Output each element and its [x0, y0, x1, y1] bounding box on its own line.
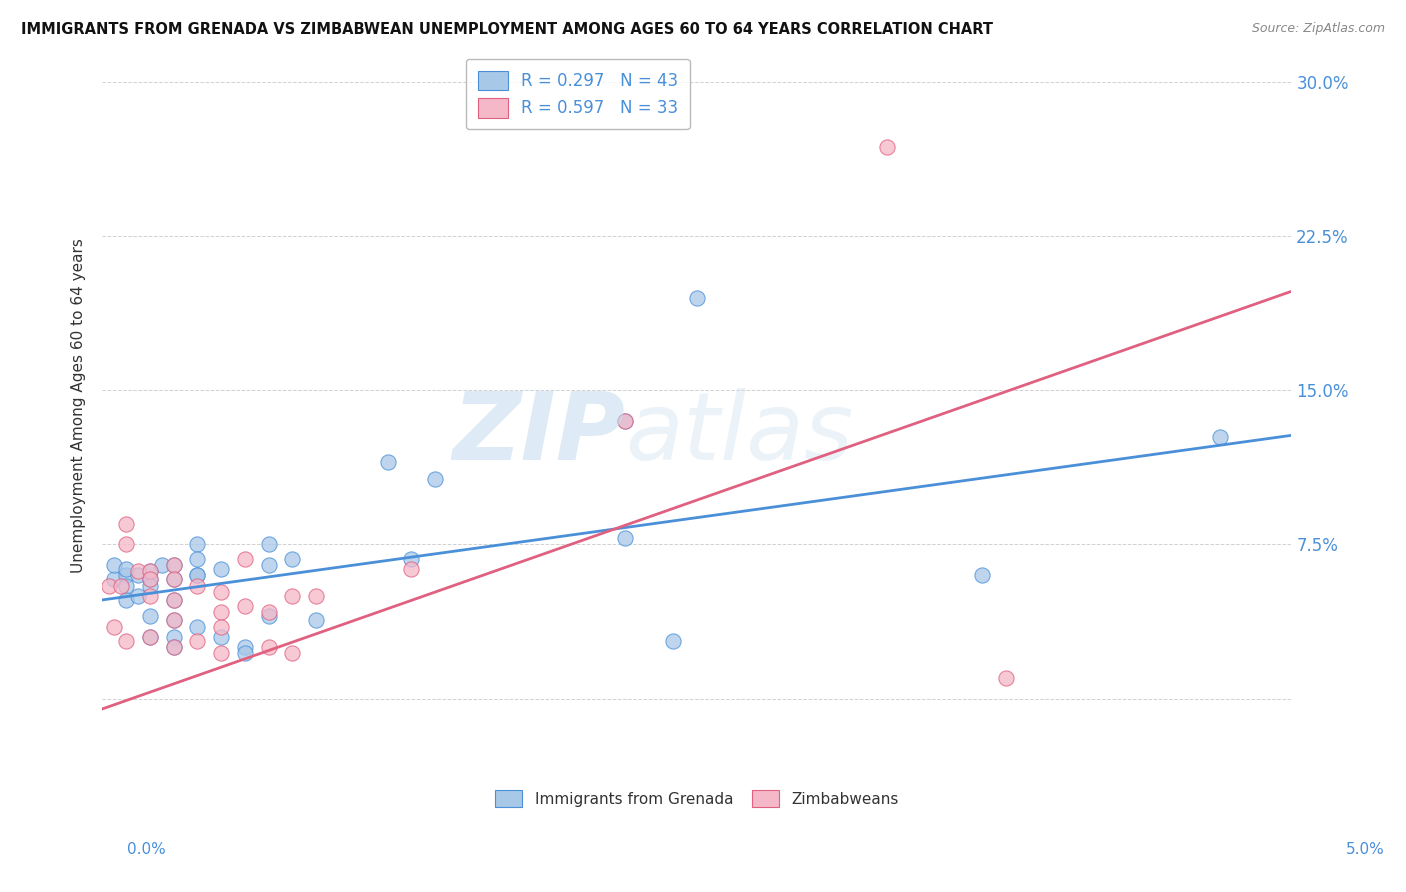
- Point: [257, 558, 280, 572]
- Text: 0.0%: 0.0%: [127, 842, 166, 856]
- Point: [257, 609, 280, 624]
- Text: 5.0%: 5.0%: [1346, 842, 1385, 856]
- Point: [162, 630, 184, 644]
- Point: [305, 589, 328, 603]
- Point: [614, 414, 637, 428]
- Point: [115, 634, 138, 648]
- Point: [162, 593, 184, 607]
- Point: [281, 589, 304, 603]
- Point: [233, 551, 256, 566]
- Point: [377, 455, 399, 469]
- Point: [186, 568, 208, 582]
- Point: [103, 558, 125, 572]
- Point: [401, 562, 423, 576]
- Point: [186, 634, 208, 648]
- Point: [139, 589, 162, 603]
- Y-axis label: Unemployment Among Ages 60 to 64 years: Unemployment Among Ages 60 to 64 years: [72, 238, 86, 573]
- Point: [110, 578, 132, 592]
- Point: [662, 634, 685, 648]
- Text: ZIP: ZIP: [453, 388, 626, 480]
- Point: [139, 578, 162, 592]
- Point: [876, 140, 898, 154]
- Point: [257, 640, 280, 655]
- Point: [162, 573, 184, 587]
- Point: [127, 568, 149, 582]
- Point: [305, 614, 328, 628]
- Point: [139, 573, 162, 587]
- Point: [162, 558, 184, 572]
- Point: [209, 584, 232, 599]
- Point: [1209, 430, 1232, 444]
- Text: Source: ZipAtlas.com: Source: ZipAtlas.com: [1251, 22, 1385, 36]
- Point: [186, 537, 208, 551]
- Point: [994, 671, 1017, 685]
- Point: [186, 568, 208, 582]
- Text: IMMIGRANTS FROM GRENADA VS ZIMBABWEAN UNEMPLOYMENT AMONG AGES 60 TO 64 YEARS COR: IMMIGRANTS FROM GRENADA VS ZIMBABWEAN UN…: [21, 22, 993, 37]
- Point: [686, 291, 709, 305]
- Point: [209, 562, 232, 576]
- Point: [162, 593, 184, 607]
- Point: [127, 589, 149, 603]
- Point: [115, 593, 138, 607]
- Legend: Immigrants from Grenada, Zimbabweans: Immigrants from Grenada, Zimbabweans: [486, 780, 908, 816]
- Point: [162, 614, 184, 628]
- Point: [186, 578, 208, 592]
- Point: [186, 551, 208, 566]
- Point: [103, 573, 125, 587]
- Point: [139, 564, 162, 578]
- Point: [209, 620, 232, 634]
- Point: [257, 537, 280, 551]
- Point: [139, 564, 162, 578]
- Point: [115, 516, 138, 531]
- Text: atlas: atlas: [626, 388, 853, 479]
- Point: [614, 531, 637, 545]
- Point: [209, 647, 232, 661]
- Point: [233, 647, 256, 661]
- Point: [209, 630, 232, 644]
- Point: [614, 414, 637, 428]
- Point: [115, 578, 138, 592]
- Point: [139, 573, 162, 587]
- Point: [162, 573, 184, 587]
- Point: [281, 551, 304, 566]
- Point: [281, 647, 304, 661]
- Point: [186, 620, 208, 634]
- Point: [139, 630, 162, 644]
- Point: [103, 620, 125, 634]
- Point: [150, 558, 173, 572]
- Point: [139, 630, 162, 644]
- Point: [972, 568, 994, 582]
- Point: [162, 558, 184, 572]
- Point: [425, 472, 447, 486]
- Point: [139, 609, 162, 624]
- Point: [127, 564, 149, 578]
- Point: [115, 568, 138, 582]
- Point: [98, 578, 121, 592]
- Point: [401, 551, 423, 566]
- Point: [162, 640, 184, 655]
- Point: [115, 562, 138, 576]
- Point: [162, 640, 184, 655]
- Point: [162, 614, 184, 628]
- Point: [257, 605, 280, 619]
- Point: [233, 599, 256, 613]
- Point: [115, 537, 138, 551]
- Point: [209, 605, 232, 619]
- Point: [233, 640, 256, 655]
